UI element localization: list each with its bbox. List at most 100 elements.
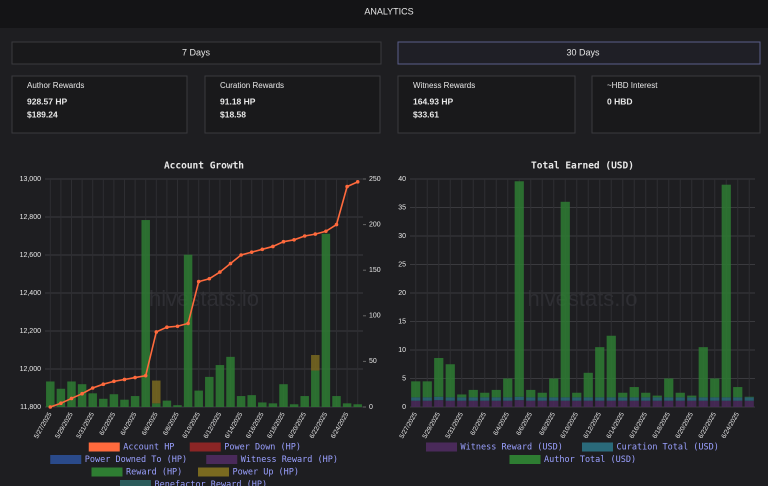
bar (733, 387, 743, 398)
bar (721, 184, 731, 398)
y2-tick-label: 50 (369, 358, 377, 365)
bar (311, 370, 320, 407)
bar (491, 400, 501, 407)
tab-label[interactable]: 30 Days (566, 47, 600, 57)
y2-tick-label: 200 (369, 221, 381, 228)
bar (99, 398, 108, 407)
card-value: 91.18 HP (220, 96, 256, 106)
line-point (112, 379, 116, 384)
bar (641, 392, 651, 398)
line-point (90, 386, 95, 390)
bar (162, 400, 172, 407)
x-tick-label: 5/27/2025 (33, 411, 54, 440)
bar (258, 402, 267, 407)
bar (311, 355, 320, 371)
bar (675, 397, 685, 401)
bar (675, 392, 685, 398)
tab-label[interactable]: 7 Days (182, 47, 211, 57)
line-point (249, 250, 254, 254)
line-point (271, 244, 275, 249)
x-tick-label: 6/6/2025 (515, 411, 534, 437)
y-tick-label: 0 (402, 404, 406, 411)
bar (698, 400, 708, 407)
bar (606, 335, 616, 398)
line-point (345, 184, 349, 189)
legend-label: Power Up (HP) (233, 468, 300, 478)
tab-active[interactable] (397, 41, 761, 65)
x-tick-label: 5/31/2025 (444, 411, 465, 440)
bar (698, 397, 708, 401)
bar (710, 397, 720, 401)
line-point (228, 261, 233, 266)
line-point (260, 247, 265, 252)
bar (152, 403, 161, 407)
line-point (165, 325, 169, 330)
bar (537, 397, 547, 401)
card-value: 164.93 HP (413, 96, 453, 106)
bar (226, 356, 235, 407)
bar (583, 400, 593, 407)
card-label: Curation Rewards (220, 81, 284, 90)
card-label: Author Rewards (27, 81, 84, 90)
bar (445, 400, 455, 407)
bar (289, 404, 299, 407)
legend-swatch (189, 442, 221, 452)
line-point (133, 375, 137, 380)
bar (733, 397, 743, 401)
x-tick-label: 6/4/2025 (492, 411, 511, 437)
line-point (59, 401, 63, 406)
x-tick-label: 5/29/2025 (421, 411, 442, 440)
x-tick-label: 6/2/2025 (98, 411, 117, 437)
y-tick-label: 20 (398, 290, 406, 297)
card-value: $189.24 (27, 109, 58, 119)
bar (173, 405, 182, 407)
bar (457, 397, 467, 401)
bar (434, 396, 444, 401)
x-tick-label: 6/12/2025 (582, 411, 603, 440)
bar (411, 397, 421, 401)
bar (549, 397, 559, 401)
bar (549, 400, 559, 407)
bar (652, 395, 662, 398)
bar (641, 400, 651, 407)
line-point (154, 330, 159, 334)
bar (710, 378, 720, 398)
y-tick-label: 10 (398, 347, 406, 354)
bar (88, 393, 97, 407)
x-tick-label: 6/20/2025 (674, 411, 695, 440)
x-tick-label: 6/22/2025 (309, 411, 330, 440)
bar (698, 347, 708, 398)
legend-swatch (91, 467, 123, 477)
bar (675, 400, 685, 407)
bar (537, 400, 547, 407)
x-tick-label: 6/12/2025 (203, 411, 224, 440)
bar (422, 381, 432, 398)
chart-title: Account Growth (164, 161, 244, 172)
bar (205, 376, 214, 407)
bar (572, 400, 582, 407)
bar (664, 397, 674, 401)
line-point (80, 391, 84, 396)
line-point (207, 276, 212, 281)
legend-swatch (509, 455, 541, 464)
bar (321, 233, 331, 407)
bar (434, 357, 444, 397)
bar (491, 389, 501, 398)
x-tick-label: 6/18/2025 (651, 411, 672, 440)
line-point (175, 324, 180, 329)
y2-tick-label: 250 (369, 176, 381, 183)
legend-label: Account HP (123, 443, 174, 453)
tab[interactable] (11, 41, 382, 65)
bar (434, 400, 444, 407)
bar (445, 364, 455, 398)
bar (721, 400, 731, 407)
x-tick-label: 6/8/2025 (538, 411, 557, 437)
line-point (281, 239, 286, 244)
card-value: 0 HBD (607, 96, 633, 106)
bar (618, 400, 628, 407)
bar (215, 365, 225, 407)
bar (629, 387, 639, 398)
header-title: ANALYTICS (364, 6, 413, 16)
legend-label: Witness Reward (HP) (241, 455, 338, 465)
bar (595, 400, 605, 407)
